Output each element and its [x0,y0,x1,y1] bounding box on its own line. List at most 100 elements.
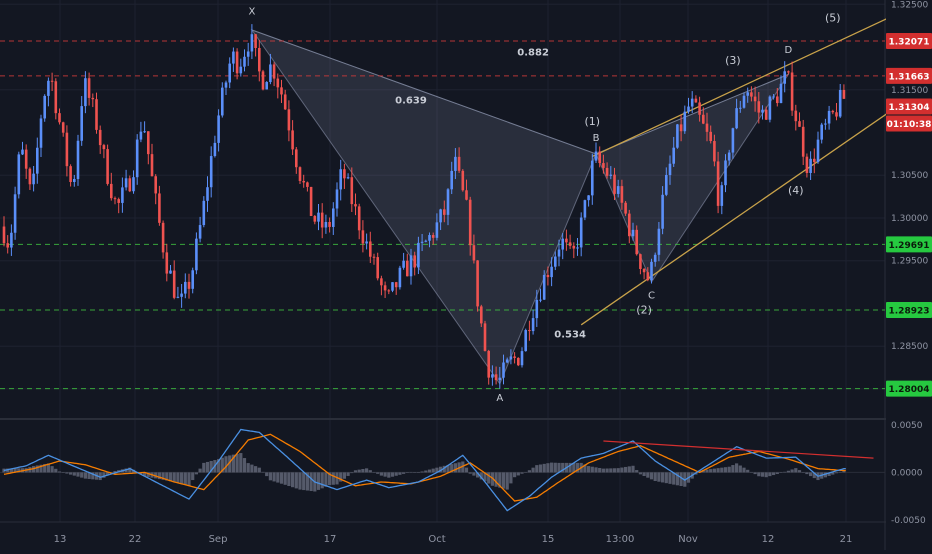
macd-hist-bar-85 [316,472,321,490]
macd-hist-bar-11 [43,464,47,473]
macd-hist-bar-22 [83,472,87,479]
candle-body-8 [32,173,35,185]
macd-hist-bar-55 [205,461,210,473]
macd-hist-bar-50 [187,472,191,486]
candle-body-189 [702,114,705,124]
pattern_labels-1: A [496,393,503,404]
pattern-xb-line [251,29,597,155]
candle-body-218 [809,158,812,173]
candle-body-7 [28,168,32,185]
candle-body-114 [424,240,428,242]
macd-hist-bar-134 [498,472,502,488]
macd-hist-bar-46 [172,472,176,482]
candle-body-165 [613,174,616,194]
candle-body-142 [528,330,531,332]
macd-hist-bar-126 [468,472,472,474]
macd-signal-line [3,433,846,502]
candle-body-213 [790,72,794,111]
candle-body-117 [435,222,439,238]
macd-hist-bar-62 [231,454,235,473]
macd-hist-bar-143 [531,467,535,473]
candle-body-3 [13,194,17,233]
macd-hist-bar-72 [268,472,272,481]
candle-body-159 [591,160,594,196]
macd-hist-bar-109 [405,472,409,473]
candle-body-98 [365,241,368,244]
macd-hist-bar-103 [383,472,387,477]
macd-hist-bar-47 [176,472,180,483]
candle-body-35 [132,177,135,192]
candle-body-71 [265,82,268,90]
candle-body-121 [450,170,453,190]
macd-hist-bar-133 [494,472,498,487]
macd-tick-1: 0.0000 [891,468,923,478]
candle-body-56 [209,156,213,188]
macd-hist-bar-161 [598,467,602,473]
candle-body-202 [750,92,753,97]
candle-body-140 [520,351,524,366]
candle-body-91 [339,169,342,190]
macd-hist-bar-34 [128,467,132,473]
macd-hist-bar-191 [709,469,713,473]
candle-body-199 [739,107,742,109]
annotations: X A B C D 0.882 0.639 0.534 (1) (2) (3) (4) (5) [248,7,840,404]
macd-hist-bar-53 [198,468,202,473]
macd-hist-bar-120 [446,464,450,473]
macd-hist-bar-225 [834,472,839,474]
macd-hist-bar-210 [779,472,783,473]
candle-body-127 [472,245,476,261]
candle-body-101 [376,257,379,279]
macd-hist-bar-89 [331,472,335,485]
macd-hist-bar-38 [143,472,147,477]
candle-body-135 [502,362,505,378]
candle-body-160 [594,151,598,161]
candle-body-50 [187,281,191,289]
candle-body-129 [480,306,483,324]
candle-body-185 [687,106,690,112]
macd-hist-bar-118 [439,466,443,473]
macd-hist-bar-63 [235,453,239,473]
candle-body-193 [716,161,720,206]
macd-hist-bar-204 [757,472,761,477]
macd-hist-bar-0 [2,468,6,473]
candle-body-147 [546,274,550,278]
macd-hist-bar-51 [191,472,195,481]
candle-body-120 [446,189,450,215]
x-tick-6: 13:00 [606,534,635,545]
macd-hist-bar-224 [831,472,835,475]
x-tick-9: 21 [840,534,853,545]
macd-hist-bar-188 [698,470,702,473]
macd-hist-bar-130 [483,472,487,482]
macd-hist-bar-222 [823,472,827,478]
macd-hist-bar-86 [320,472,324,489]
pattern-triangle-bcd [595,73,790,284]
macd-hist-bar-125 [464,467,469,473]
candle-body-225 [835,112,838,117]
macd-hist-bar-79 [294,472,298,489]
macd-hist-bar-90 [335,472,339,485]
candle-body-45 [169,270,172,274]
candle-body-103 [383,285,387,291]
macd-hist-bar-138 [513,472,517,478]
candle-body-92 [343,169,346,179]
macd-hist-bar-209 [775,472,779,474]
macd-hist-bar-77 [287,472,291,487]
candle-body-216 [801,126,805,157]
candle-body-34 [128,178,132,192]
macd-hist-bar-147 [546,463,550,473]
macd-hist-bar-219 [812,472,816,479]
candle-body-205 [761,109,764,113]
candle-body-40 [150,154,154,177]
y-tick-5: 1.28500 [891,342,928,352]
candle-body-88 [328,221,331,227]
price-badge-1 [886,67,932,84]
candle-body-74 [276,78,280,88]
macd-hist-bar-140 [520,472,524,474]
macd-hist-bar-18 [69,472,73,475]
macd-hist-bar-182 [675,472,679,486]
macd-hist-bar-141 [524,471,528,473]
price-badge-text-6: 1.28004 [889,385,930,395]
macd-hist-bar-14 [54,468,58,473]
candle-body-194 [720,185,724,206]
